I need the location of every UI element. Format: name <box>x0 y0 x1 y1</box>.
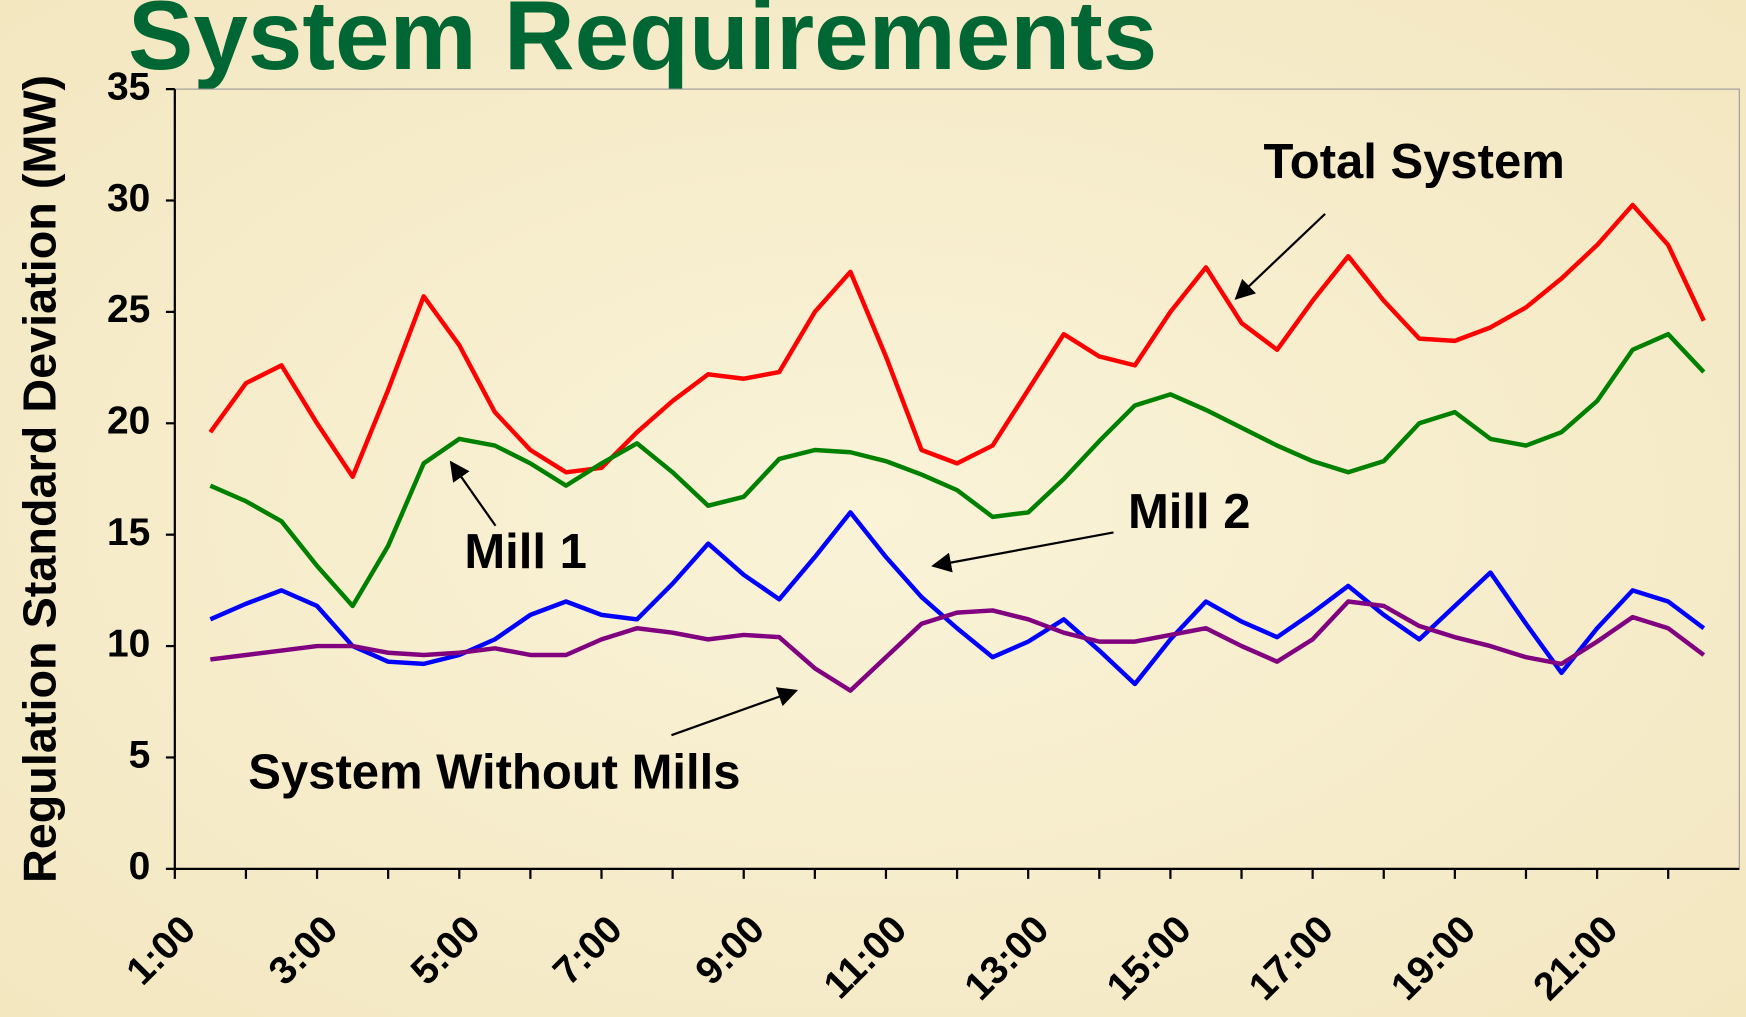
y-tick-label: 20 <box>107 400 150 443</box>
x-tick-label: 5:00 <box>403 908 489 994</box>
y-tick-label: 5 <box>129 734 151 777</box>
series-line <box>210 599 1706 693</box>
x-tick-label: 13:00 <box>957 908 1058 1009</box>
x-tick-label: 11:00 <box>816 908 915 1007</box>
y-tick-label: 30 <box>107 177 150 220</box>
y-axis-label: Regulation Standard Deviation (MW) <box>14 75 66 883</box>
y-tick-label: 0 <box>129 845 151 888</box>
x-tick-label: 19:00 <box>1383 908 1484 1009</box>
series-line <box>208 202 1706 479</box>
series-annotation: Mill 1 <box>464 525 587 579</box>
chart-title: System Requirements <box>128 0 1157 90</box>
annotation-arrow <box>671 687 799 737</box>
annotation-arrow <box>1234 213 1326 300</box>
series-annotation: Total System <box>1264 135 1565 189</box>
y-tick-label: 15 <box>107 511 150 554</box>
annotation-arrow <box>931 531 1114 573</box>
y-tick-label: 25 <box>107 288 150 331</box>
x-tick-label: 7:00 <box>545 908 631 994</box>
x-tick-label: 15:00 <box>1099 908 1200 1009</box>
annotation-arrow <box>449 460 497 527</box>
series-annotation: System Without Mills <box>248 746 740 800</box>
x-tick-label: 9:00 <box>687 908 773 994</box>
series-line <box>209 331 1706 609</box>
x-tick-label: 21:00 <box>1525 908 1626 1009</box>
y-tick-label: 10 <box>107 622 150 665</box>
x-tick-label: 17:00 <box>1241 908 1342 1009</box>
y-tick-label: 35 <box>107 65 150 108</box>
x-tick-label: 1:00 <box>119 908 205 994</box>
series-line <box>209 510 1706 687</box>
x-tick-label: 3:00 <box>261 908 347 994</box>
series-annotation: Mill 2 <box>1128 485 1251 539</box>
